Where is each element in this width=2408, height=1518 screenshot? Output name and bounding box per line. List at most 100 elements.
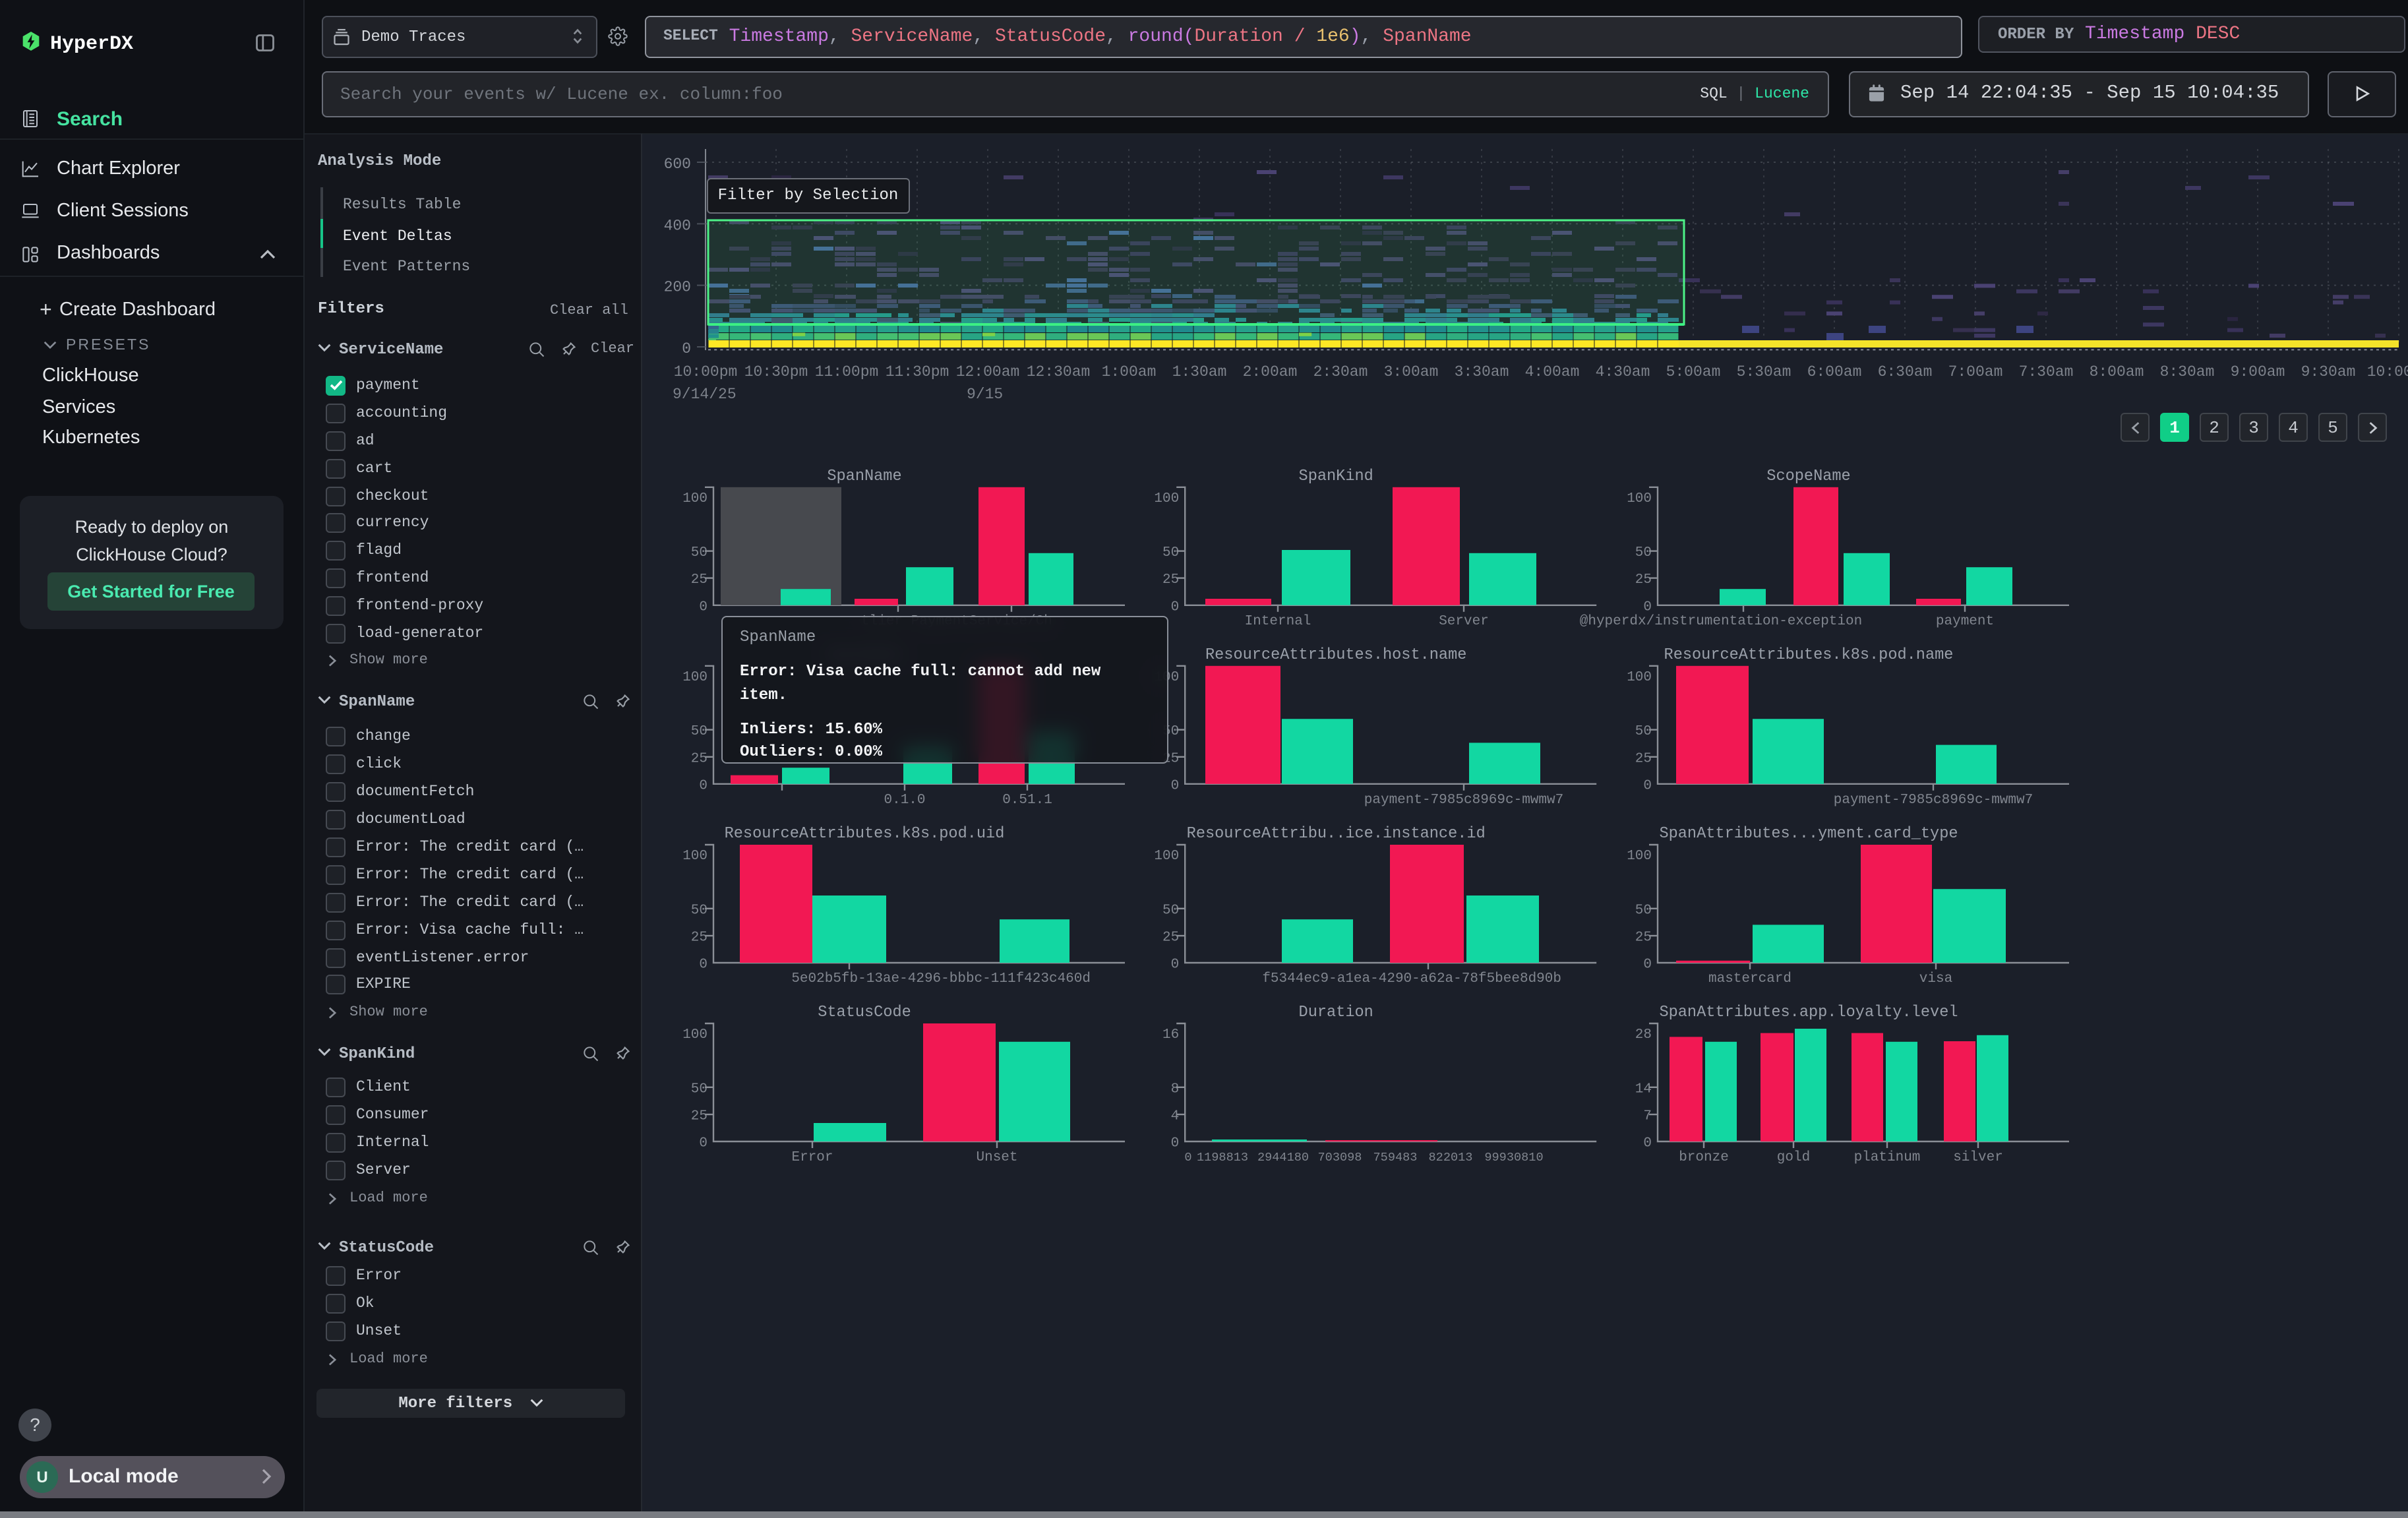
svg-text:9:00am: 9:00am	[2231, 363, 2285, 380]
svg-text:50: 50	[1635, 724, 1652, 739]
svg-text:100: 100	[682, 491, 707, 506]
svg-text:12:00am: 12:00am	[956, 363, 1020, 380]
svg-text:2944180: 2944180	[1257, 1151, 1309, 1165]
svg-text:9/15: 9/15	[967, 386, 1003, 403]
svg-text:ScopeName: ScopeName	[1766, 468, 1850, 485]
svg-text:200: 200	[664, 279, 691, 296]
svg-text:50: 50	[1635, 545, 1652, 561]
svg-text:3:30am: 3:30am	[1455, 363, 1509, 380]
svg-text:ResourceAttribu..ice.instance.: ResourceAttribu..ice.instance.id	[1187, 825, 1486, 843]
svg-text:50: 50	[691, 724, 707, 739]
svg-text:2:00am: 2:00am	[1243, 363, 1298, 380]
svg-text:mastercard: mastercard	[1708, 971, 1791, 987]
svg-text:0: 0	[1171, 599, 1180, 615]
svg-text:16: 16	[1162, 1027, 1179, 1043]
svg-text:4:30am: 4:30am	[1596, 363, 1650, 380]
svg-text:5:30am: 5:30am	[1737, 363, 1791, 380]
svg-text:14: 14	[1635, 1081, 1652, 1097]
svg-text:10:30pm: 10:30pm	[744, 363, 808, 380]
svg-text:4:00am: 4:00am	[1525, 363, 1580, 380]
svg-text:payment-7985c8969c-mwmw7: payment-7985c8969c-mwmw7	[1834, 793, 2033, 808]
svg-text:100: 100	[682, 849, 707, 864]
svg-text:2:30am: 2:30am	[1313, 363, 1368, 380]
svg-text:600: 600	[664, 156, 691, 173]
svg-text:100: 100	[682, 670, 707, 685]
svg-text:0: 0	[699, 778, 707, 793]
svg-text:0.1.0: 0.1.0	[884, 793, 925, 808]
svg-text:9:30am: 9:30am	[2301, 363, 2356, 380]
svg-text:6:00am: 6:00am	[1807, 363, 1862, 380]
svg-text:0.51.1: 0.51.1	[1002, 793, 1052, 808]
svg-text:payment-7985c8969c-mwmw7: payment-7985c8969c-mwmw7	[1364, 793, 1563, 808]
svg-text:50: 50	[691, 1081, 707, 1097]
svg-text:0: 0	[1643, 599, 1652, 615]
svg-text:5:00am: 5:00am	[1666, 363, 1721, 380]
svg-text:100: 100	[1154, 491, 1179, 506]
svg-text:Unset: Unset	[976, 1150, 1017, 1165]
svg-text:SpanAttributes...yment.card_ty: SpanAttributes...yment.card_type	[1659, 825, 1958, 843]
svg-text:11:00pm: 11:00pm	[815, 363, 879, 380]
svg-text:7:00am: 7:00am	[1948, 363, 2003, 380]
svg-text:822013: 822013	[1429, 1151, 1473, 1165]
svg-text:0: 0	[1171, 957, 1180, 973]
svg-text:1:30am: 1:30am	[1172, 363, 1227, 380]
svg-text:0: 0	[1171, 778, 1180, 793]
svg-text:ResourceAttributes.k8s.pod.nam: ResourceAttributes.k8s.pod.name	[1664, 646, 1954, 664]
svg-text:759483: 759483	[1373, 1151, 1418, 1165]
svg-text:100: 100	[682, 1027, 707, 1043]
svg-text:8: 8	[1171, 1081, 1180, 1097]
svg-text:ResourceAttributes.host.name: ResourceAttributes.host.name	[1205, 646, 1466, 664]
svg-text:50: 50	[1635, 903, 1652, 918]
svg-text:0: 0	[1643, 1136, 1652, 1151]
svg-text:0: 0	[699, 1136, 707, 1151]
svg-text:100: 100	[1627, 849, 1652, 864]
svg-text:12:30am: 12:30am	[1027, 363, 1091, 380]
svg-text:9/14/25: 9/14/25	[673, 386, 737, 403]
svg-text:bronze: bronze	[1679, 1150, 1729, 1165]
svg-text:25: 25	[1635, 572, 1652, 588]
svg-text:50: 50	[1162, 903, 1179, 918]
svg-text:0: 0	[1643, 957, 1652, 973]
svg-text:gold: gold	[1777, 1150, 1810, 1165]
svg-text:8:00am: 8:00am	[2090, 363, 2144, 380]
svg-text:Duration: Duration	[1299, 1004, 1373, 1021]
svg-text:visa: visa	[1919, 971, 1952, 987]
svg-text:11:30pm: 11:30pm	[886, 363, 949, 380]
svg-text:4: 4	[1171, 1109, 1180, 1124]
svg-text:10:00am: 10:00am	[2367, 363, 2408, 380]
svg-text:50: 50	[691, 545, 707, 561]
svg-text:25: 25	[691, 1109, 707, 1124]
svg-text:0: 0	[1643, 778, 1652, 793]
svg-text:100: 100	[1154, 849, 1179, 864]
svg-text:28: 28	[1635, 1027, 1652, 1043]
svg-text:100: 100	[1627, 670, 1652, 685]
svg-text:25: 25	[1162, 930, 1179, 946]
svg-text:3:00am: 3:00am	[1384, 363, 1439, 380]
svg-text:0: 0	[682, 340, 691, 357]
svg-text:7:30am: 7:30am	[2019, 363, 2074, 380]
svg-text:99930810: 99930810	[1484, 1151, 1543, 1165]
svg-text:7: 7	[1643, 1109, 1652, 1124]
svg-text:Error: Error	[791, 1150, 833, 1165]
svg-text:platinum: platinum	[1854, 1150, 1921, 1165]
svg-text:SpanName: SpanName	[827, 468, 901, 485]
svg-text:StatusCode: StatusCode	[818, 1004, 911, 1021]
svg-text:Internal: Internal	[1245, 614, 1311, 629]
svg-text:1198813: 1198813	[1197, 1151, 1248, 1165]
svg-text:Server: Server	[1439, 614, 1489, 629]
svg-text:400: 400	[664, 217, 691, 234]
svg-text:f5344ec9-a1ea-4290-a62a-78f5be: f5344ec9-a1ea-4290-a62a-78f5bee8d90b	[1262, 971, 1561, 987]
svg-text:8:30am: 8:30am	[2160, 363, 2215, 380]
svg-text:50: 50	[1162, 545, 1179, 561]
svg-text:100: 100	[1627, 491, 1652, 506]
svg-text:25: 25	[1635, 930, 1652, 946]
svg-text:25: 25	[691, 930, 707, 946]
svg-text:SpanKind: SpanKind	[1299, 468, 1373, 485]
svg-text:SpanAttributes.app.loyalty.lev: SpanAttributes.app.loyalty.level	[1659, 1004, 1958, 1021]
svg-text:25: 25	[1635, 751, 1652, 766]
svg-text:25: 25	[691, 572, 707, 588]
svg-text:5e02b5fb-13ae-4296-bbbc-111f42: 5e02b5fb-13ae-4296-bbbc-111f423c460d	[791, 971, 1091, 987]
svg-text:@hyperdx/instrumentation-excep: @hyperdx/instrumentation-exception	[1580, 614, 1862, 629]
svg-text:silver: silver	[1953, 1150, 2003, 1165]
svg-text:6:30am: 6:30am	[1878, 363, 1933, 380]
